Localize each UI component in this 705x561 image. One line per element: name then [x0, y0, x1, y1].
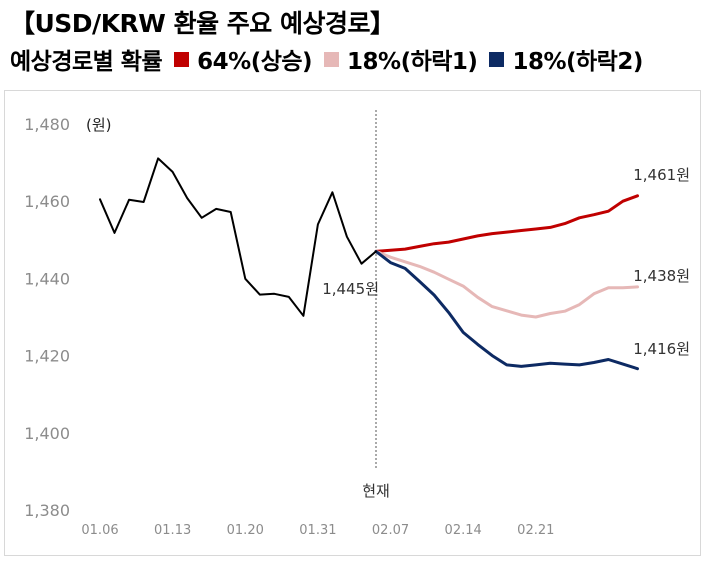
y-tick-label: 1,380 [24, 501, 70, 520]
x-tick-label: 02.07 [372, 523, 409, 538]
x-tick-label: 01.06 [81, 523, 118, 538]
legend-label-down2: 18%(하락2) [512, 49, 643, 75]
legend-label-up: 64%(상승) [197, 49, 313, 75]
series-line-down1 [374, 249, 639, 319]
legend-label-down1: 18%(하락1) [347, 49, 478, 75]
x-tick-label: 02.21 [517, 523, 554, 538]
legend-prefix: 예상경로별 확률 [10, 49, 163, 75]
present-label: 현재 [362, 482, 390, 500]
annotation-current: 1,445원 [322, 280, 379, 298]
y-tick-label: 1,420 [24, 347, 70, 366]
y-tick-label: 1,400 [24, 424, 70, 443]
legend-item-down2: 18%(하락2) [489, 42, 643, 76]
legend-swatch-down2 [489, 51, 505, 67]
legend: 예상경로별 확률 64%(상승) 18%(하락1) 18%(하락2) [10, 42, 643, 76]
x-tick-label: 02.14 [445, 523, 482, 538]
annotation-down1: 1,438원 [633, 267, 690, 285]
y-tick-label: 1,480 [24, 115, 70, 134]
legend-item-up: 64%(상승) [174, 42, 313, 76]
x-tick-label: 01.13 [154, 523, 191, 538]
annotation-up: 1,461원 [633, 166, 690, 184]
chart-panel [4, 90, 701, 556]
legend-item-down1: 18%(하락1) [324, 42, 478, 76]
y-tick-label: 1,440 [24, 269, 70, 288]
x-tick-label: 01.20 [227, 523, 264, 538]
legend-swatch-up [174, 51, 190, 67]
y-unit-label: (원) [86, 116, 112, 134]
series-line-actual [99, 157, 377, 317]
series-line-up [374, 194, 639, 253]
annotation-down2: 1,416원 [633, 340, 690, 358]
legend-swatch-down1 [324, 51, 340, 67]
y-tick-label: 1,460 [24, 192, 70, 211]
chart-title: 【USD/KRW 환율 주요 예상경로】 [10, 9, 395, 38]
x-tick-label: 01.31 [299, 523, 336, 538]
series-line-down2 [374, 249, 639, 371]
